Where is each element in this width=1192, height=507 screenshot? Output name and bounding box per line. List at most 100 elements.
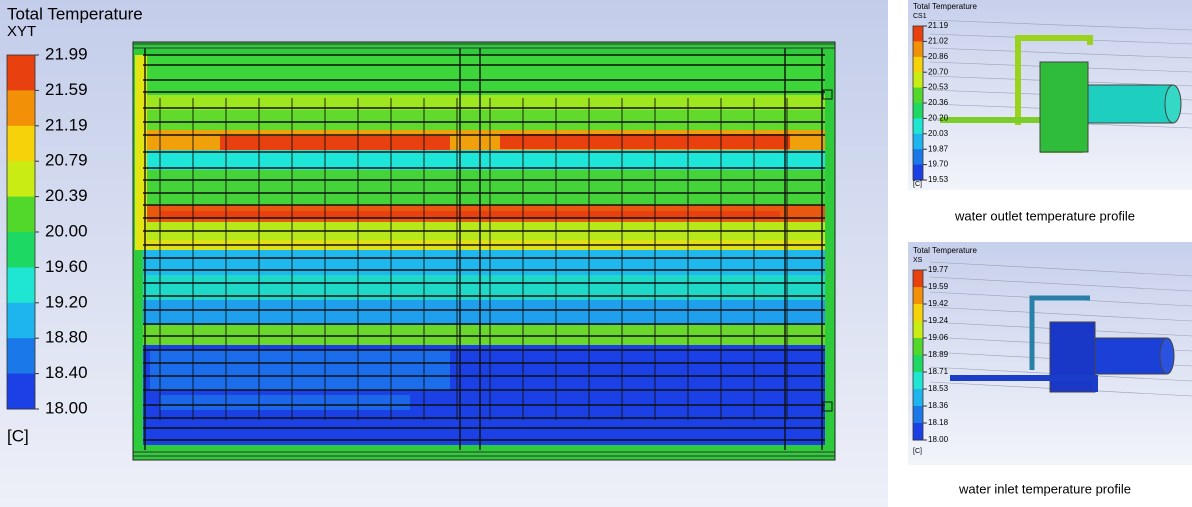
legend-label: 18.00 — [928, 435, 949, 444]
legend-swatch — [7, 302, 35, 339]
wire — [929, 47, 1192, 59]
legend-label: 19.53 — [928, 175, 949, 184]
legend-label: 19.77 — [928, 265, 949, 274]
temperature-band — [143, 95, 825, 110]
legend-label: 19.06 — [928, 333, 949, 342]
legend-title: Total Temperature — [913, 2, 977, 11]
legend-swatch — [913, 56, 923, 73]
legend-swatch — [7, 161, 35, 198]
legend-label: 21.19 — [928, 21, 949, 30]
legend-title: Total Temperature — [913, 246, 977, 255]
legend-label: 20.39 — [45, 186, 88, 205]
inlet-caption: water inlet temperature profile — [958, 481, 1131, 496]
blue-mix — [160, 395, 410, 410]
legend-label: 20.20 — [928, 114, 949, 123]
cylinder — [1094, 337, 1168, 375]
legend-label: 19.20 — [45, 292, 88, 311]
legend-swatch — [7, 196, 35, 233]
legend-swatch — [913, 270, 923, 288]
legend-swatch — [913, 149, 923, 166]
legend-swatch — [7, 232, 35, 268]
legend-label: 21.59 — [45, 80, 88, 99]
legend-label: 20.00 — [45, 221, 88, 240]
legend-swatch — [913, 133, 923, 150]
pipe — [1029, 295, 1090, 370]
legend-unit: [C] — [7, 426, 29, 445]
temperature-band — [143, 110, 825, 130]
legend-swatch — [913, 355, 923, 373]
legend-label: 21.02 — [928, 37, 949, 46]
legend-swatch — [913, 72, 923, 89]
temperature-band — [143, 250, 825, 275]
legend-label: 19.24 — [928, 316, 949, 325]
wire — [929, 276, 1192, 292]
box — [1049, 321, 1096, 393]
pipe — [950, 375, 1098, 392]
legend-swatch — [913, 87, 923, 104]
temperature-band — [143, 300, 825, 325]
legend-swatch — [913, 372, 923, 390]
legend-label: 21.99 — [45, 44, 88, 63]
inlet-geometry — [929, 261, 1192, 397]
cylinder — [1087, 84, 1174, 124]
legend-label: 20.86 — [928, 52, 949, 61]
pipe — [1015, 35, 1093, 125]
hot-streak — [160, 211, 780, 218]
wire — [929, 261, 1192, 277]
legend-swatch — [7, 125, 35, 162]
blue-mix — [150, 350, 450, 390]
header-box — [822, 401, 833, 412]
box — [1039, 61, 1089, 153]
legend-subtitle: XYT — [7, 23, 36, 40]
legend-label: 19.60 — [45, 257, 88, 276]
cylinder-end — [1164, 84, 1182, 124]
legend-swatch — [913, 287, 923, 305]
legend-unit: [C] — [913, 181, 922, 188]
temperature-band — [143, 150, 825, 170]
legend-swatch — [7, 55, 35, 91]
legend-swatch — [913, 118, 923, 135]
legend-subtitle: CS1 — [913, 13, 927, 20]
inlet-legend: 19.77 19.59 19.42 19.24 19.06 18.89 18.71 18.53… — [912, 246, 977, 455]
legend-label: 20.36 — [928, 98, 949, 107]
legend-swatch — [7, 373, 35, 410]
legend-label: 20.70 — [928, 67, 949, 76]
legend-swatch — [913, 164, 923, 181]
legend-swatch — [7, 338, 35, 375]
temperature-band — [143, 170, 825, 205]
cylinder-end — [1159, 337, 1175, 375]
legend-label: 21.19 — [45, 115, 88, 134]
legend-swatch — [913, 321, 923, 339]
legend-label: 19.59 — [928, 282, 949, 291]
legend-label: 18.80 — [45, 328, 88, 347]
outlet-caption: water outlet temperature profile — [954, 208, 1135, 223]
legend-swatch — [913, 423, 923, 441]
legend-swatch — [913, 26, 923, 42]
side-strip — [135, 55, 147, 250]
main-legend: 21.99 21.59 21.19 20.79 20.39 20.00 19.60 19.20… — [6, 44, 88, 417]
legend-label: 18.40 — [45, 363, 88, 382]
legend-swatch — [7, 267, 35, 304]
legend-label: 18.00 — [45, 398, 88, 417]
outlet-legend: 21.19 21.02 20.86 20.70 20.53 20.36 20.20 20.03… — [912, 2, 977, 188]
legend-swatch — [913, 41, 923, 58]
legend-label: 18.18 — [928, 418, 949, 427]
legend-label: 18.89 — [928, 350, 949, 359]
legend-title: Total Temperature — [7, 4, 143, 23]
legend-label: 18.71 — [928, 367, 949, 376]
hot-streak — [500, 134, 790, 149]
temperature-band — [143, 325, 825, 345]
legend-label: 20.53 — [928, 83, 949, 92]
legend-label: 18.53 — [928, 384, 949, 393]
hot-streak — [220, 136, 450, 150]
temperature-band — [143, 55, 825, 95]
legend-label: 20.79 — [45, 151, 88, 170]
legend-swatch — [7, 90, 35, 127]
legend-swatch — [913, 338, 923, 356]
legend-label: 19.42 — [928, 299, 949, 308]
legend-swatch — [913, 406, 923, 424]
temperature-field — [132, 41, 836, 461]
legend-label: 20.03 — [928, 129, 949, 138]
